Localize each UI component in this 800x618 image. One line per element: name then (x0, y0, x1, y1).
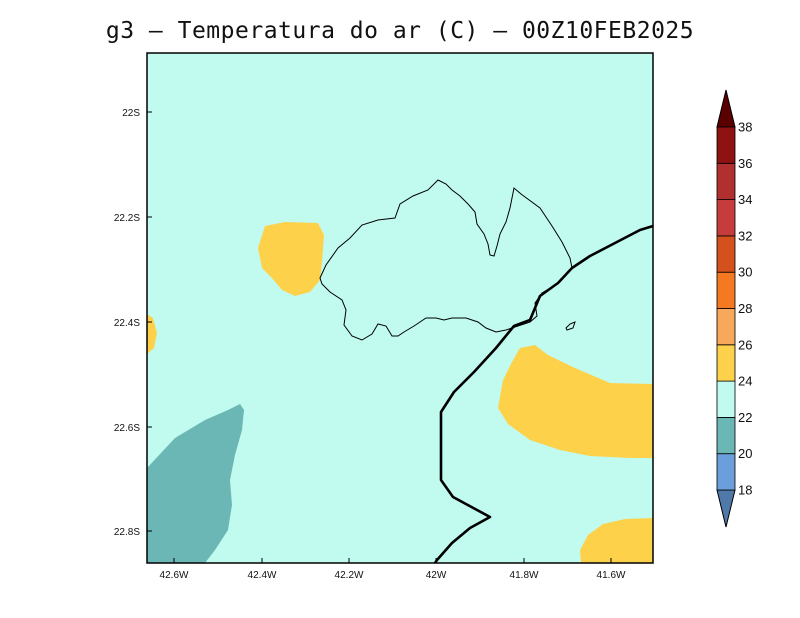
colorbar-label: 38 (738, 120, 752, 135)
map-frame (146, 52, 654, 564)
colorbar-under-arrow (716, 489, 736, 528)
colorbar-segment (716, 380, 736, 418)
colorbar-segment (716, 162, 736, 201)
state-boundary-line (433, 224, 653, 563)
lon-tick-label: 41.8W (510, 570, 539, 581)
colorbar-over-arrow (716, 89, 736, 128)
colorbar-label: 34 (738, 192, 752, 207)
colorbar-segment (716, 344, 736, 382)
lon-tick-label: 41.6W (597, 570, 626, 581)
lagoon-outline (319, 179, 573, 341)
chart-title: g3 – Temperatura do ar (C) – 00Z10FEB202… (105, 18, 695, 44)
lat-axis: 22S 22.2S 22.4S 22.6S 22.8S (114, 108, 152, 538)
colorbar-segment (716, 416, 736, 455)
colorbar-label: 18 (738, 483, 752, 498)
colorbar-label: 30 (738, 265, 752, 280)
lon-tick-label: 42W (426, 570, 447, 581)
colorbar-segment (716, 308, 736, 346)
colorbar-label: 28 (738, 301, 752, 316)
lon-tick-label: 42.2W (335, 570, 364, 581)
colorbar: 18 20 22 24 26 28 30 32 34 36 38 (716, 89, 752, 528)
colorbar-label: 22 (738, 410, 752, 425)
warm-region-north (258, 222, 324, 296)
colorbar-label: 20 (738, 446, 752, 461)
lat-tick-label: 22.4S (114, 318, 140, 329)
colorbar-segment (716, 271, 736, 309)
lon-tick-label: 42.4W (248, 570, 277, 581)
lon-axis: 42.6W 42.4W 42.2W 42W 41.8W 41.6W (160, 558, 626, 581)
cool-region-southwest (147, 404, 244, 563)
colorbar-label: 32 (738, 228, 752, 243)
map-background (147, 53, 653, 563)
lat-tick-label: 22S (122, 108, 140, 119)
colorbar-segment (716, 453, 736, 491)
lat-tick-label: 22.2S (114, 213, 140, 224)
warm-region-east (498, 345, 653, 458)
colorbar-label: 24 (738, 374, 752, 389)
lat-tick-label: 22.8S (114, 527, 140, 538)
colorbar-label: 26 (738, 337, 752, 352)
warm-region-west-edge (147, 314, 157, 354)
colorbar-segment (716, 235, 736, 273)
map-area: 22S 22.2S 22.4S 22.6S 22.8S 42.6W 42.4W … (114, 52, 654, 581)
colorbar-segment (716, 199, 736, 237)
warm-region-southeast (580, 518, 653, 563)
lat-tick-label: 22.6S (114, 423, 140, 434)
small-island (565, 321, 576, 331)
colorbar-label: 36 (738, 156, 752, 171)
lon-tick-label: 42.6W (160, 570, 189, 581)
colorbar-segment (716, 126, 736, 164)
